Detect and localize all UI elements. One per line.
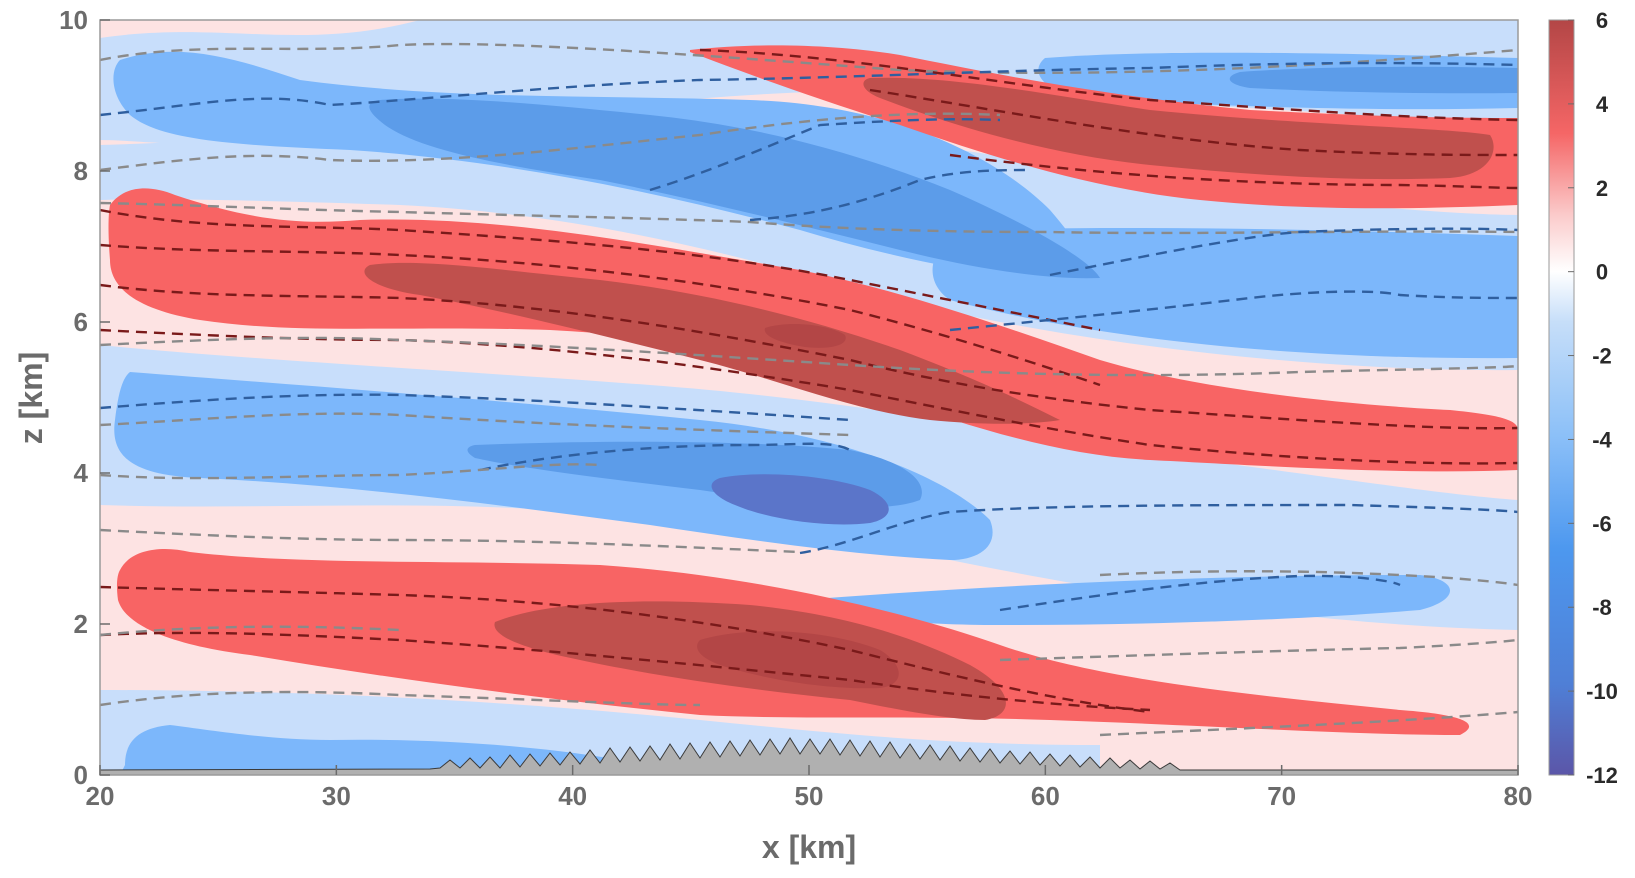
- red-core-upper: [764, 324, 846, 348]
- contour-line: [100, 625, 401, 637]
- colorbar-ticks: 6 4 2 0 -2 -4 -6 -8 -10 -12: [1568, 8, 1618, 788]
- contour-line: [100, 201, 1518, 235]
- red-strong-upper: [364, 262, 1060, 424]
- terrain: [100, 737, 1518, 775]
- red-core-bottom: [697, 631, 899, 689]
- colorbar-tick-label: 6: [1596, 8, 1608, 33]
- contour-line: [749, 168, 1031, 222]
- x-tick-label: 40: [558, 781, 587, 811]
- x-tick-label: 60: [1031, 781, 1060, 811]
- colorbar-tick-label: 2: [1596, 176, 1608, 201]
- colorbar-tick-label: -6: [1592, 511, 1612, 536]
- blue-region-lower-right: [800, 575, 1450, 625]
- contour-lines: [100, 42, 1518, 737]
- colorbar: 6 4 2 0 -2 -4 -6 -8 -10 -12: [1548, 8, 1618, 788]
- contour-line: [100, 283, 1518, 430]
- contour-line: [1049, 227, 1518, 277]
- x-tick-label: 50: [795, 781, 824, 811]
- contour-line: [949, 153, 1518, 190]
- contour-line: [1099, 710, 1518, 737]
- x-tick-label: 30: [322, 781, 351, 811]
- x-tick-label: 70: [1267, 781, 1296, 811]
- contour-line: [869, 88, 1518, 157]
- y-axis-label: z [km]: [13, 352, 49, 444]
- colorbar-tick-label: -2: [1592, 344, 1612, 369]
- contour-line: [999, 574, 1401, 612]
- colorbar-gradient: [1548, 19, 1575, 776]
- y-tick-label: 6: [74, 307, 88, 337]
- y-tick-label: 4: [74, 458, 89, 488]
- blue-region-top-dark: [369, 98, 1100, 279]
- blue-region-deep: [711, 474, 889, 525]
- contour-line: [100, 112, 1001, 172]
- contour-line: [100, 631, 1151, 712]
- colorbar-tick-label: 4: [1596, 92, 1609, 117]
- y-axis: 0 2 4 6 8 10: [59, 5, 110, 790]
- x-axis: 20 30 40 50 60 70 80: [86, 765, 1533, 811]
- contour-line: [100, 336, 1518, 377]
- contour-line: [699, 48, 1518, 122]
- contour-line: [1099, 570, 1518, 587]
- contour-line: [649, 118, 1001, 192]
- x-tick-label: 80: [1504, 781, 1533, 811]
- colorbar-tick-label: -8: [1592, 595, 1612, 620]
- contour-line: [100, 585, 1151, 714]
- colorbar-tick-label: -4: [1592, 427, 1612, 452]
- y-tick-label: 2: [74, 609, 88, 639]
- red-strong-top: [863, 77, 1494, 180]
- contour-line: [949, 290, 1518, 332]
- blue-region-top-right-dark: [1229, 66, 1518, 94]
- contour-line: [100, 463, 601, 480]
- colorbar-tick-label: -12: [1586, 763, 1618, 788]
- contour-line: [100, 690, 701, 707]
- colorbar-tick-label: -10: [1586, 679, 1618, 704]
- contour-line: [100, 243, 1101, 387]
- contour-line: [479, 442, 851, 472]
- contour-line: [100, 393, 851, 422]
- y-tick-label: 10: [59, 5, 88, 35]
- x-axis-label: x [km]: [762, 829, 856, 865]
- contour-line: [799, 503, 1518, 555]
- plot-area: [100, 20, 1518, 775]
- x-tick-label: 20: [86, 781, 115, 811]
- colorbar-tick-label: 0: [1596, 260, 1608, 285]
- contour-line: [100, 42, 1518, 74]
- y-tick-label: 8: [74, 156, 88, 186]
- contour-line: [100, 208, 1101, 332]
- contour-line: [100, 412, 851, 437]
- y-tick-label: 0: [74, 760, 88, 790]
- contour-line: [100, 528, 801, 554]
